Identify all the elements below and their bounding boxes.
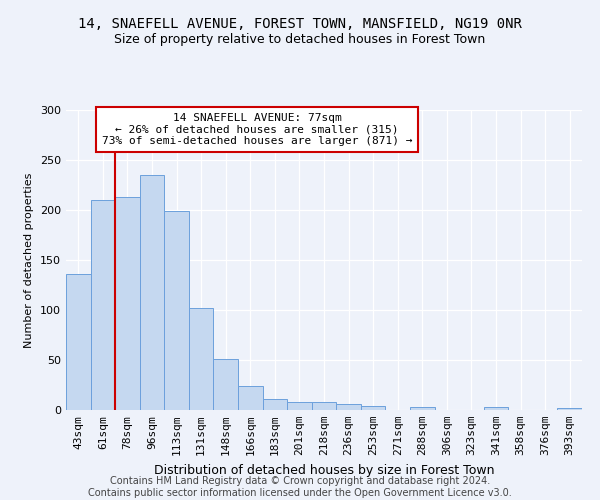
Bar [189,308,214,410]
Bar [91,200,115,410]
Bar [484,407,508,410]
Bar [115,197,140,410]
Text: 14 SNAEFELL AVENUE: 77sqm
← 26% of detached houses are smaller (315)
73% of semi: 14 SNAEFELL AVENUE: 77sqm ← 26% of detac… [101,113,412,146]
Bar [238,386,263,410]
Bar [312,402,336,410]
Y-axis label: Number of detached properties: Number of detached properties [25,172,34,348]
Bar [140,175,164,410]
Text: Contains HM Land Registry data © Crown copyright and database right 2024.
Contai: Contains HM Land Registry data © Crown c… [88,476,512,498]
Bar [410,407,434,410]
Bar [557,408,582,410]
Bar [66,274,91,410]
Text: Size of property relative to detached houses in Forest Town: Size of property relative to detached ho… [115,32,485,46]
Bar [287,402,312,410]
Bar [164,211,189,410]
X-axis label: Distribution of detached houses by size in Forest Town: Distribution of detached houses by size … [154,464,494,476]
Bar [263,399,287,410]
Bar [214,359,238,410]
Bar [336,404,361,410]
Text: 14, SNAEFELL AVENUE, FOREST TOWN, MANSFIELD, NG19 0NR: 14, SNAEFELL AVENUE, FOREST TOWN, MANSFI… [78,18,522,32]
Bar [361,406,385,410]
